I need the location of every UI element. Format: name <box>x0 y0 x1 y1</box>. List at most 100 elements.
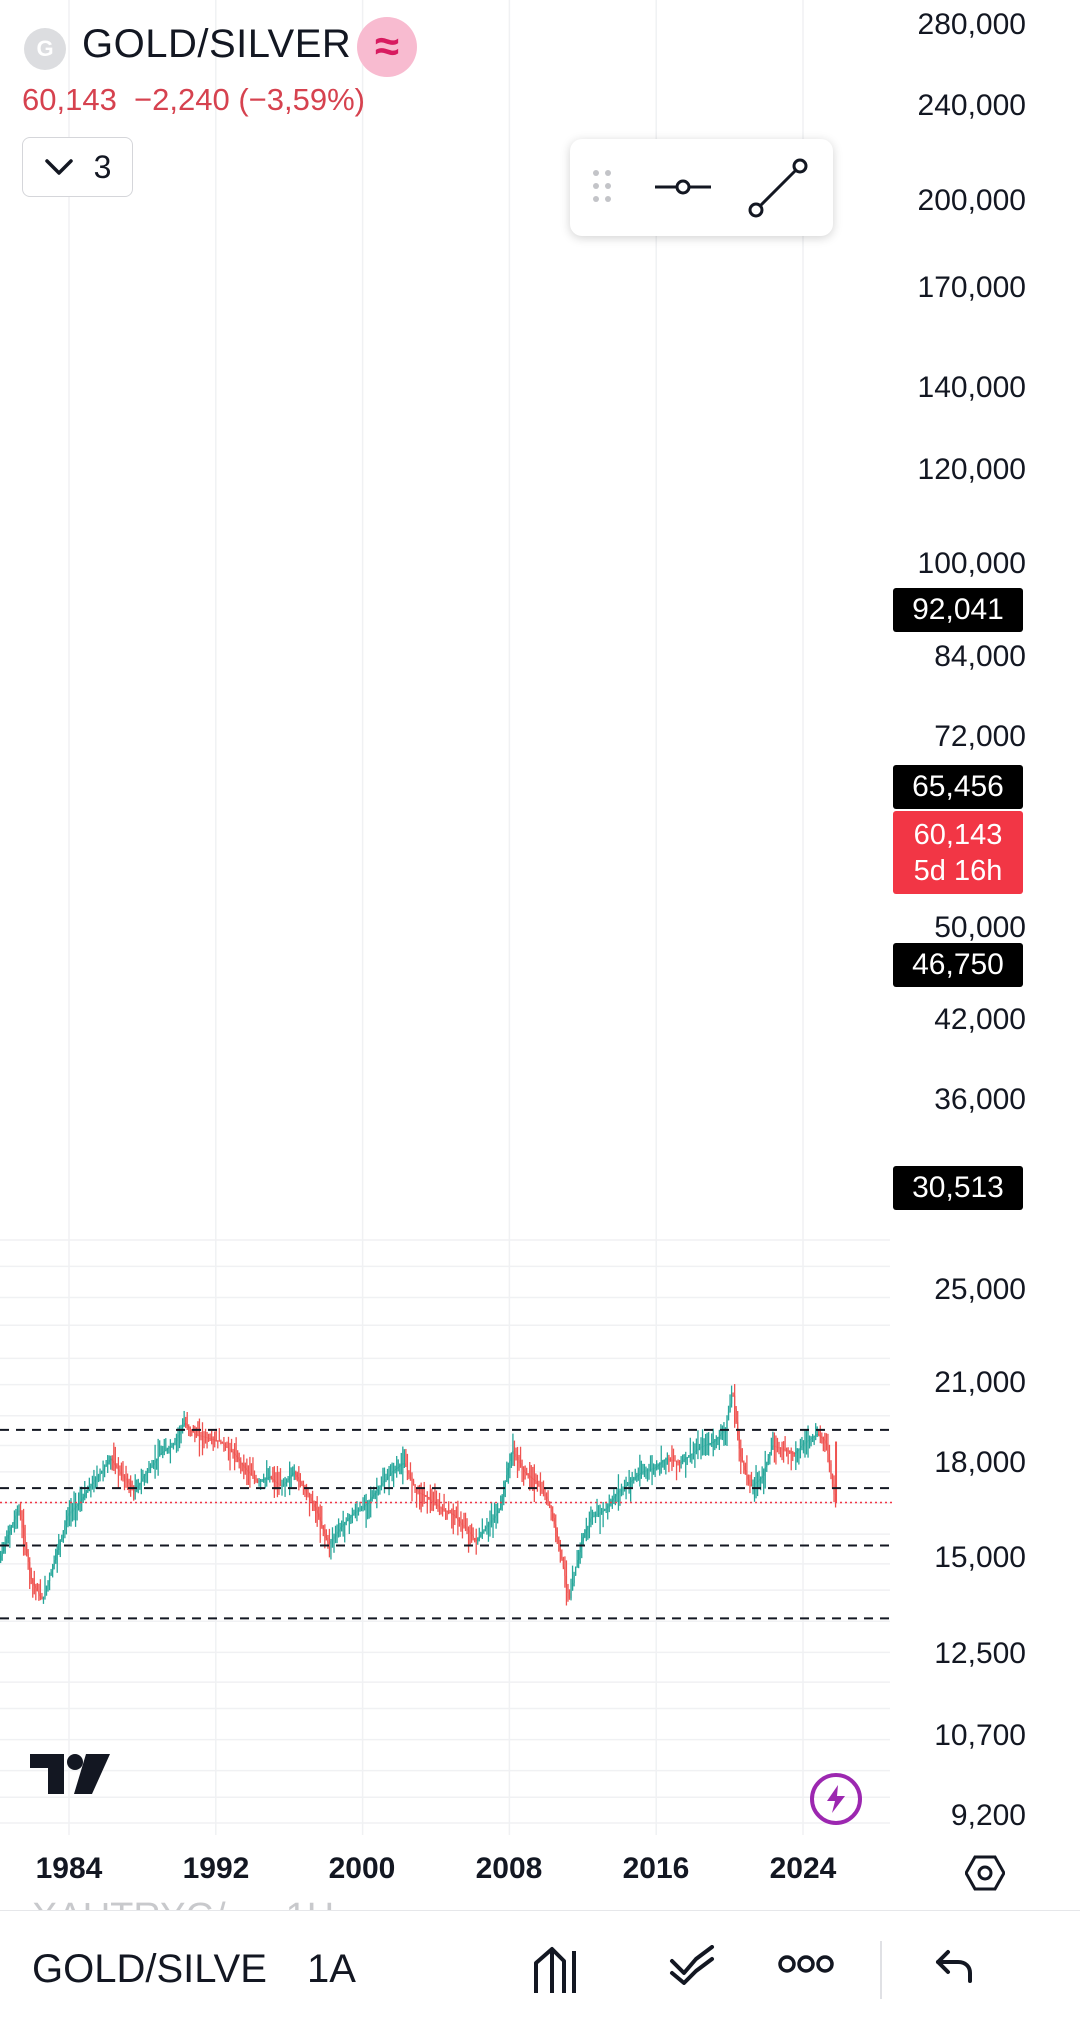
candle-body <box>174 1441 176 1445</box>
price-axis-label: 240,000 <box>917 89 1026 122</box>
candle-body <box>801 1445 803 1448</box>
candle-body <box>348 1518 350 1520</box>
candle-body <box>160 1453 162 1455</box>
time-axis-label: 1992 <box>182 1852 250 1885</box>
candle-body <box>509 1460 511 1468</box>
candle-body <box>220 1441 222 1443</box>
price-chart[interactable] <box>0 0 1080 1840</box>
candle-body <box>738 1435 740 1449</box>
candle-body <box>712 1441 714 1443</box>
candle-body <box>308 1494 311 1498</box>
candle-body <box>672 1460 675 1462</box>
candle-body <box>217 1440 219 1442</box>
candle-body <box>495 1513 497 1516</box>
candle-body <box>341 1525 343 1528</box>
candle-body <box>535 1480 537 1482</box>
indicators-toggle-button[interactable]: 3 <box>22 137 133 197</box>
candle-body <box>582 1537 584 1541</box>
candle-body <box>319 1517 321 1522</box>
price-axis-label: 15,000 <box>934 1541 1026 1574</box>
candle-body <box>744 1465 746 1471</box>
data-provider-badge-icon[interactable]: ≈ <box>357 17 417 77</box>
candle-body <box>241 1462 243 1465</box>
horizontal-line-price-tag[interactable]: 65,456 <box>893 765 1023 809</box>
candle-body <box>604 1509 606 1511</box>
candle-body <box>821 1436 823 1438</box>
candle-body <box>191 1429 193 1431</box>
candle-body <box>588 1522 590 1527</box>
candle-body <box>527 1474 529 1476</box>
horizontal-line-price-tag[interactable]: 30,513 <box>893 1166 1023 1210</box>
horizontal-line-icon[interactable] <box>653 174 713 200</box>
candle-body <box>824 1439 826 1441</box>
candle-body <box>822 1437 824 1440</box>
candle-body <box>601 1511 603 1513</box>
candle-body <box>377 1489 379 1491</box>
tradingview-logo[interactable] <box>30 1754 112 1796</box>
horizontal-line-price-tag[interactable]: 46,750 <box>893 943 1023 987</box>
symbol-search-button[interactable]: GOLD/SILVER <box>32 1947 266 1991</box>
candle-body <box>330 1541 332 1544</box>
candle-body <box>734 1395 736 1409</box>
candle-body <box>134 1490 136 1492</box>
candle-body <box>209 1438 211 1440</box>
trend-line-icon[interactable] <box>746 156 810 220</box>
undo-icon[interactable] <box>934 1949 974 1983</box>
candle-body <box>490 1520 493 1523</box>
symbol-logo: G <box>24 28 66 70</box>
candle-body <box>539 1486 542 1489</box>
candle-body <box>770 1449 772 1455</box>
candle-body <box>611 1500 613 1503</box>
candle-body <box>680 1461 682 1463</box>
candle-body <box>275 1480 277 1482</box>
candle-body <box>237 1457 239 1460</box>
candle-body <box>677 1461 679 1463</box>
candle-body <box>119 1469 121 1472</box>
candle-body <box>27 1553 29 1563</box>
candle-body <box>82 1496 84 1499</box>
candle-body <box>472 1536 474 1539</box>
candle-body <box>512 1450 514 1454</box>
bolt-icon[interactable] <box>810 1773 862 1825</box>
more-options-icon[interactable] <box>778 1953 834 1975</box>
current-price-tag: 60,143 5d 16h <box>893 811 1023 894</box>
candle-body <box>185 1423 187 1425</box>
candle-body <box>833 1484 835 1495</box>
candle-body <box>235 1455 237 1458</box>
candle-body <box>232 1452 234 1454</box>
candle-body <box>422 1494 424 1496</box>
candle-body <box>81 1498 83 1501</box>
drag-handle-icon[interactable] <box>587 167 617 207</box>
candle-body <box>620 1489 623 1491</box>
candle-body <box>50 1570 52 1576</box>
time-axis-label: 2000 <box>328 1852 396 1885</box>
candle-body <box>755 1481 757 1484</box>
candle-body <box>767 1458 769 1463</box>
candle-body <box>471 1534 473 1537</box>
candle-body <box>183 1423 185 1426</box>
candle-series <box>0 1384 838 1606</box>
indicators-icon[interactable] <box>668 1945 716 1985</box>
candle-body <box>425 1495 427 1497</box>
candle-body <box>182 1425 184 1429</box>
chart-settings-icon[interactable] <box>965 1855 1005 1891</box>
symbol-title[interactable]: GOLD/SILVER <box>82 22 352 66</box>
candle-body <box>282 1483 285 1486</box>
price-axis-label: 280,000 <box>917 8 1026 41</box>
chart-type-icon[interactable] <box>530 1941 590 1997</box>
candle-body <box>171 1446 173 1448</box>
candle-body <box>278 1483 280 1485</box>
candle-body <box>640 1472 642 1474</box>
candle-body <box>721 1432 724 1435</box>
candle-body <box>772 1445 774 1450</box>
candle-body <box>178 1431 181 1435</box>
horizontal-line-price-tag[interactable]: 92,041 <box>893 588 1023 632</box>
toolbar-divider <box>880 1941 882 1999</box>
candle-body <box>555 1524 557 1531</box>
candle-body <box>726 1420 728 1429</box>
candle-body <box>142 1478 144 1481</box>
candle-body <box>614 1496 616 1499</box>
interval-button[interactable]: 1A <box>307 1947 356 1991</box>
candle-body <box>229 1449 231 1451</box>
candle-body <box>356 1511 358 1513</box>
